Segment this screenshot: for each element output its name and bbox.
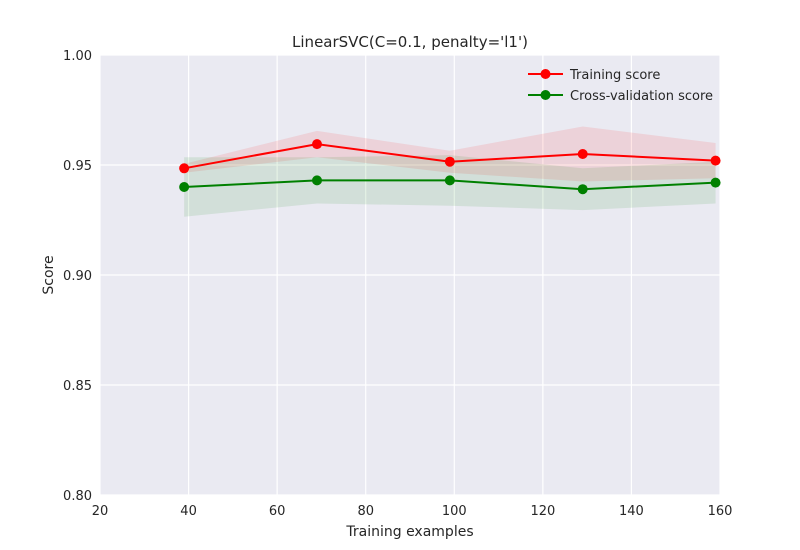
x-tick-label: 120 [530, 504, 555, 519]
x-axis-label: Training examples [345, 524, 473, 540]
x-tick-label: 140 [619, 504, 644, 519]
y-tick-label: 0.85 [63, 379, 92, 394]
cv-score-point [444, 175, 455, 186]
score-points [179, 139, 721, 195]
chart-title: LinearSVC(C=0.1, penalty='l1') [292, 33, 528, 51]
training-score-point [710, 155, 721, 166]
x-tick-label: 80 [357, 504, 374, 519]
grid-lines [99, 54, 721, 496]
cv-score-point [577, 184, 588, 195]
training-score-point [179, 163, 190, 174]
legend-training-marker [540, 69, 551, 79]
legend-training-label: Training score [569, 68, 660, 83]
cv-score-band [184, 155, 716, 217]
x-tick-label: 40 [180, 504, 197, 519]
training-score-point [577, 149, 588, 159]
cv-score-point [179, 182, 190, 192]
x-axis-ticks: 20 40 60 80 100 120 140 160 [92, 504, 733, 519]
cv-score-point [312, 175, 322, 186]
y-axis-ticks: 0.80 0.85 0.90 0.95 1.00 [63, 49, 92, 504]
legend-cv-label: Cross-validation score [570, 89, 713, 104]
x-tick-label: 100 [442, 504, 467, 519]
cv-score-point [710, 177, 721, 188]
y-tick-label: 0.80 [63, 489, 92, 504]
y-tick-label: 0.95 [63, 159, 92, 174]
legend-cv-marker [540, 90, 551, 100]
x-tick-label: 160 [708, 504, 733, 519]
y-tick-label: 1.00 [63, 49, 92, 64]
x-tick-label: 20 [92, 504, 109, 519]
y-axis-label: Score [41, 255, 57, 294]
legend: Training score Cross-validation score [528, 68, 713, 104]
y-tick-label: 0.90 [63, 269, 92, 284]
training-score-point [312, 139, 322, 150]
training-score-point [444, 156, 455, 167]
x-tick-label: 60 [269, 504, 286, 519]
